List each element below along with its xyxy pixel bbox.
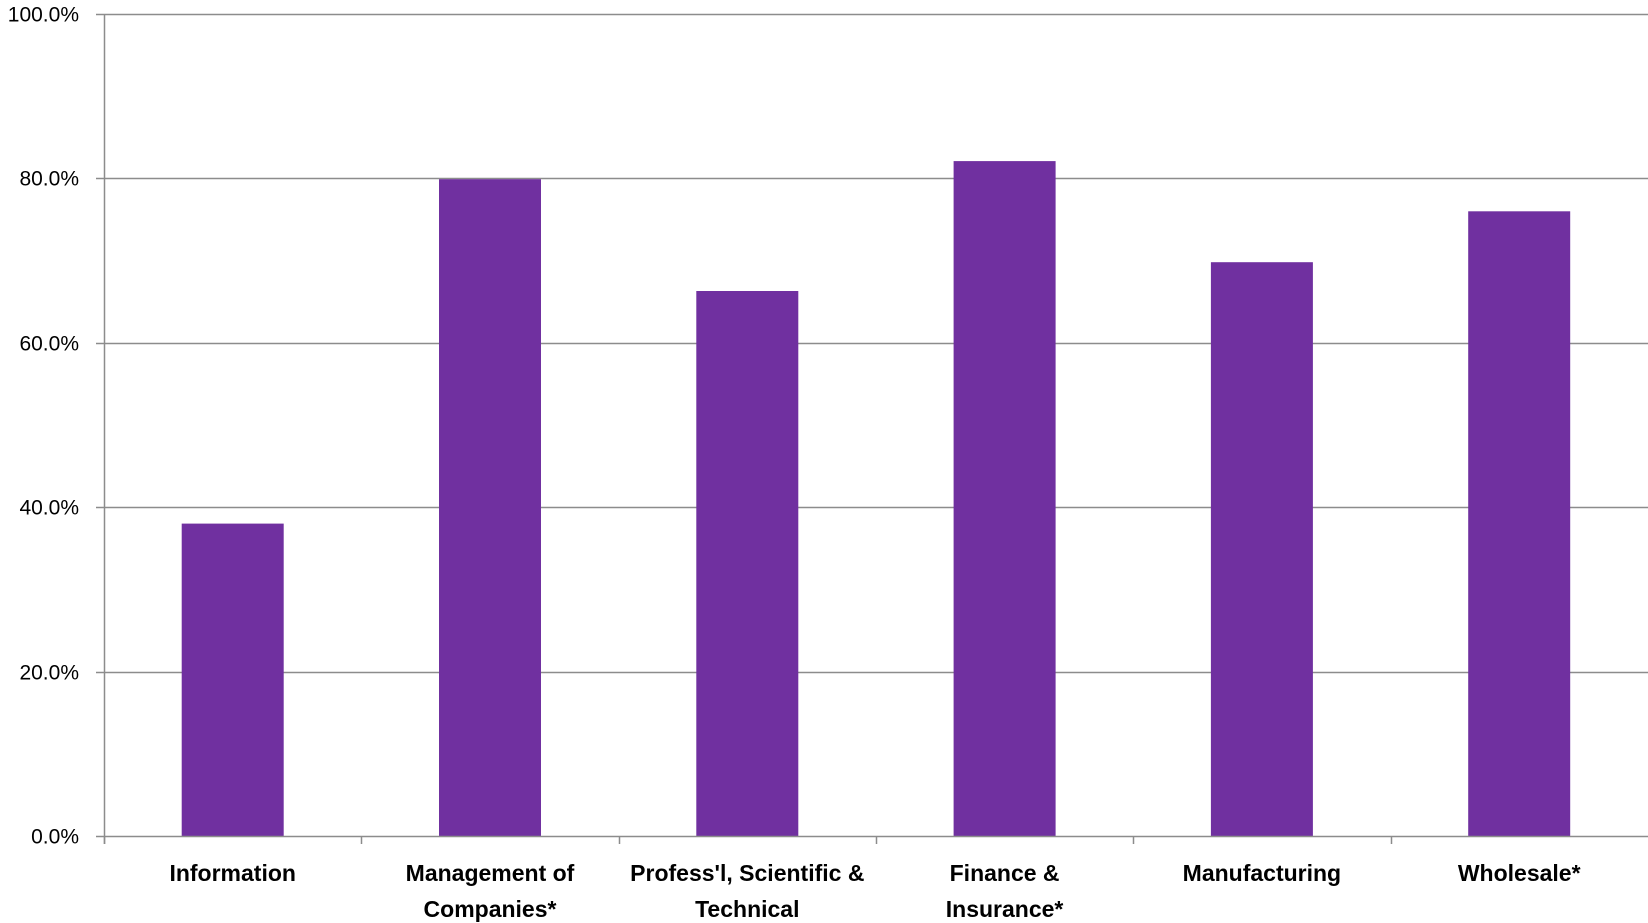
- bars: [181, 161, 1571, 837]
- y-tick-label: 60.0%: [19, 333, 79, 356]
- y-tick-label: 0.0%: [31, 826, 79, 849]
- gridlines: [104, 13, 1648, 674]
- y-tick-label: 80.0%: [19, 168, 79, 191]
- x-tick-label-line: Finance &: [950, 860, 1060, 886]
- x-axis-ticks: Information Management of Companies* Profes…: [103, 836, 1581, 922]
- bar: [1210, 262, 1313, 836]
- x-tick-label: Manufacturing: [1183, 860, 1341, 886]
- y-axis-ticks: 0.0% 20.0% 40.0% 60.0% 80.0% 100.0%: [8, 4, 104, 849]
- bar: [439, 179, 541, 836]
- bar: [1468, 211, 1571, 837]
- x-tick-label: Finance & Insurance*: [946, 860, 1064, 922]
- x-tick-label-line: Profess'l, Scientific &: [630, 860, 864, 886]
- y-tick-label: 20.0%: [19, 662, 79, 685]
- x-tick-label: Management of Companies*: [406, 860, 575, 922]
- x-tick-label-line: Information: [169, 860, 296, 886]
- x-tick-label-line: Technical: [695, 896, 799, 922]
- x-tick-label: Information: [169, 860, 296, 886]
- axes: [103, 14, 1648, 844]
- x-tick-label-line: Insurance*: [946, 896, 1064, 922]
- x-tick-label: Wholesale*: [1458, 860, 1581, 886]
- x-tick-label-line: Manufacturing: [1183, 860, 1341, 886]
- x-tick-label-line: Companies*: [424, 896, 557, 922]
- bar: [181, 523, 284, 836]
- x-tick-label-line: Wholesale*: [1458, 860, 1581, 886]
- y-tick-label: 40.0%: [19, 497, 79, 520]
- y-tick-label: 100.0%: [8, 4, 79, 27]
- bar: [696, 291, 799, 836]
- x-tick-label: Profess'l, Scientific & Technical: [630, 860, 864, 922]
- x-tick-label-line: Management of: [406, 860, 575, 886]
- bar: [953, 161, 1056, 837]
